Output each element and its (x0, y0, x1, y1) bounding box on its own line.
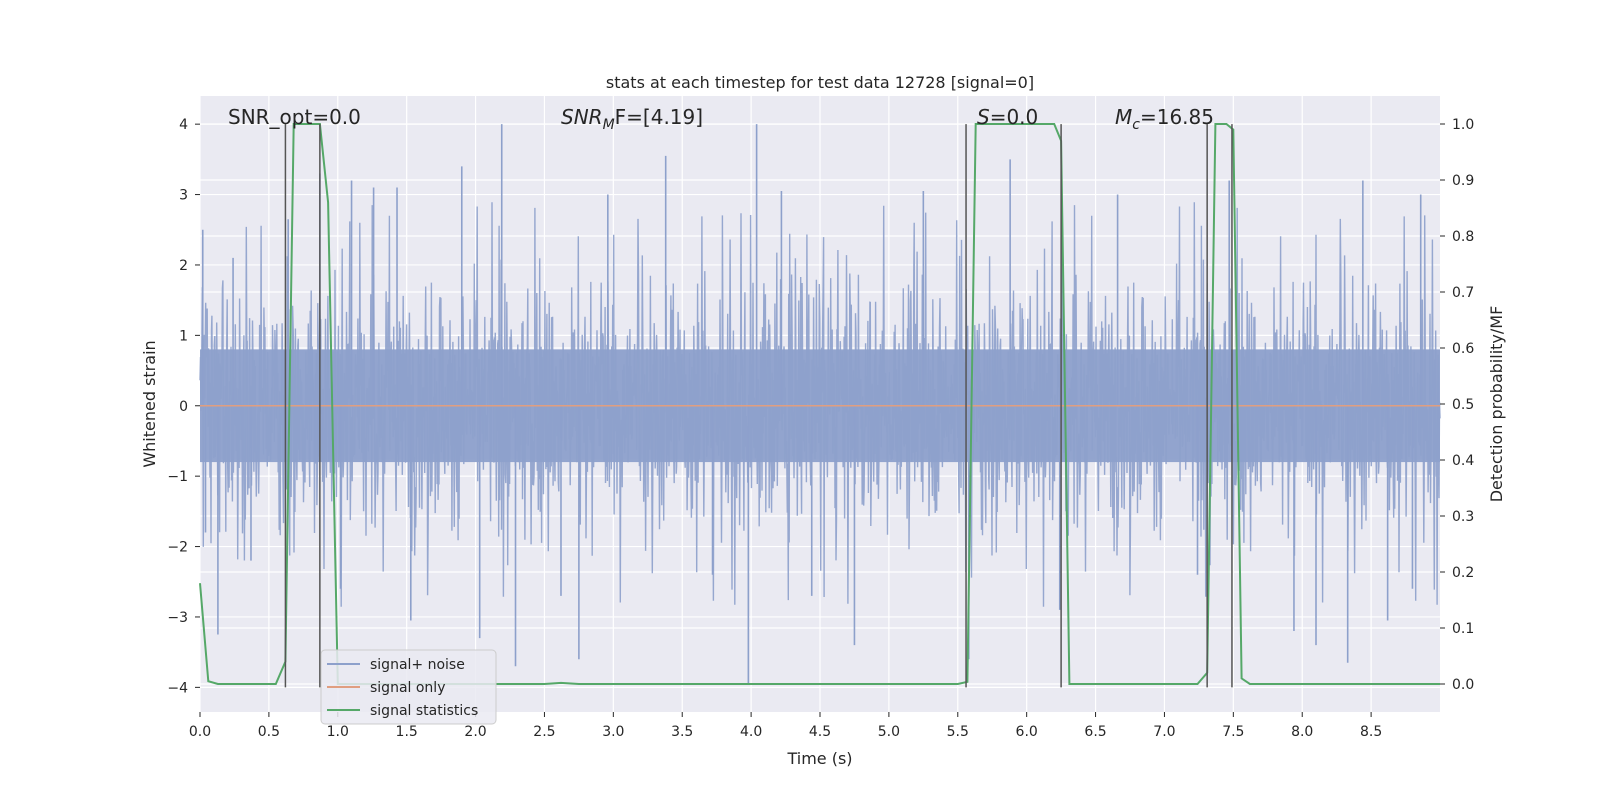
y-axis-right-ticks: 0.0 0.1 0.2 0.3 0.4 0.5 0.6 0.7 0.8 0.9 1.0 (1440, 117, 1474, 693)
signal-statistics-line (199, 123, 1440, 685)
annotation-mc-value: =16.85 (1140, 105, 1214, 129)
x-tick-label: 4.0 (740, 724, 762, 740)
x-tick-label: 6.5 (1084, 724, 1106, 740)
y-tick-label: 0 (179, 399, 188, 415)
annotation-snr-mf: SNRMF=[4.19] (561, 105, 703, 133)
y-right-tick-label: 1.0 (1452, 117, 1474, 133)
annotation-s-label: S (977, 105, 990, 129)
x-tick-label: 0.0 (189, 724, 211, 740)
x-tick-label: 2.5 (533, 724, 555, 740)
y-right-tick-label: 0.7 (1452, 285, 1474, 301)
annotation-s-value: =0.0 (990, 105, 1039, 129)
annotation-snr-mf-rest: F=[4.19] (615, 105, 703, 129)
x-axis-title: Time (s) (786, 749, 852, 768)
y-right-tick-label: 0.6 (1452, 341, 1474, 357)
x-tick-label: 5.5 (947, 724, 969, 740)
legend-label-signal-noise: signal+ noise (370, 657, 465, 673)
signal-noise-series (199, 124, 1441, 684)
y-right-tick-label: 0.5 (1452, 397, 1474, 413)
y-right-tick-label: 0.1 (1452, 621, 1474, 637)
x-tick-label: 7.5 (1222, 724, 1244, 740)
y-right-tick-label: 0.2 (1452, 565, 1474, 581)
y-right-tick-label: 0.9 (1452, 173, 1474, 189)
x-tick-label: 1.0 (327, 724, 349, 740)
y-right-tick-label: 0.3 (1452, 509, 1474, 525)
y-tick-label: 3 (179, 188, 188, 204)
y-tick-label: 4 (179, 117, 188, 133)
y-tick-label: −1 (167, 469, 188, 485)
y-axis-left-ticks: −4 −3 −2 −1 0 1 2 3 4 (167, 117, 200, 696)
legend: signal+ noise signal only signal statist… (320, 649, 497, 725)
annotation-mc-sub: c (1132, 117, 1140, 133)
x-tick-label: 3.0 (602, 724, 624, 740)
x-tick-label: 4.5 (809, 724, 831, 740)
x-tick-label: 0.5 (258, 724, 280, 740)
signal-statistics-series (199, 123, 1440, 685)
x-tick-label: 3.5 (671, 724, 693, 740)
annotation-mc-label: M (1115, 105, 1132, 129)
annotation-snr-opt: SNR_opt=0.0 (228, 105, 361, 129)
y-right-tick-label: 0.8 (1452, 229, 1474, 245)
y-tick-label: −3 (167, 610, 188, 626)
annotation-s: S=0.0 (977, 105, 1038, 129)
y-axis-left-title: Whitened strain (140, 340, 159, 467)
legend-box (320, 649, 497, 725)
y-axis-right-title: Detection probability/MF (1487, 306, 1506, 503)
x-tick-label: 8.5 (1360, 724, 1382, 740)
y-tick-label: 1 (179, 328, 188, 344)
x-tick-label: 6.0 (1016, 724, 1038, 740)
annotation-snr-mf-sub: M (603, 117, 615, 133)
vertical-markers (284, 124, 1233, 688)
x-tick-label: 5.0 (878, 724, 900, 740)
annotation-snr-mf-base: SNR (561, 105, 603, 129)
y-right-tick-label: 0.0 (1452, 677, 1474, 693)
y-right-tick-label: 0.4 (1452, 453, 1474, 469)
legend-label-signal-only: signal only (370, 680, 445, 696)
legend-label-signal-statistics: signal statistics (370, 703, 478, 719)
x-tick-label: 7.0 (1153, 724, 1175, 740)
x-tick-label: 2.0 (464, 724, 486, 740)
chart-title: stats at each timestep for test data 127… (606, 73, 1034, 92)
y-tick-label: 2 (179, 258, 188, 274)
y-tick-label: −4 (167, 680, 188, 696)
y-tick-label: −2 (167, 540, 188, 556)
annotation-mc: Mc=16.85 (1115, 105, 1214, 133)
x-axis-ticks: 0.0 0.5 1.0 1.5 2.0 2.5 3.0 3.5 4.0 4.5 5.0 5.5 6.0 6… (189, 712, 1382, 740)
x-tick-label: 1.5 (396, 724, 418, 740)
x-tick-label: 8.0 (1291, 724, 1313, 740)
